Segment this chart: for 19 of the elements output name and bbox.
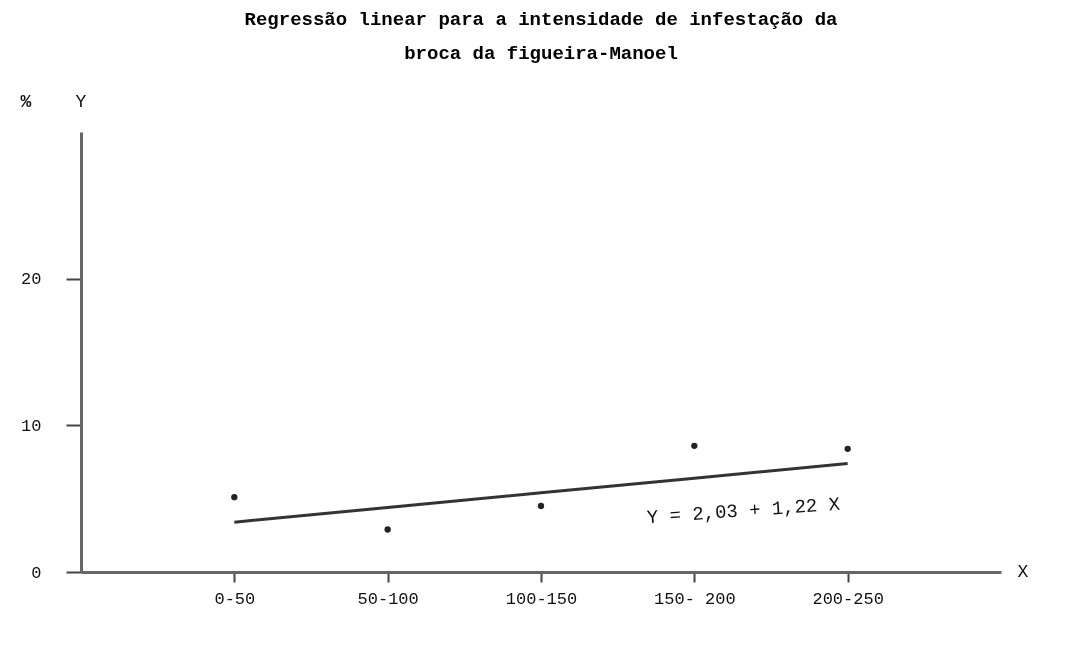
point bbox=[691, 442, 698, 450]
point bbox=[537, 502, 545, 510]
y-tick-label: 0 bbox=[31, 563, 42, 583]
x-axis-title: X bbox=[1017, 562, 1029, 582]
y-tick-label: 20 bbox=[21, 270, 42, 290]
y-axis-title: Y bbox=[75, 92, 87, 112]
x-tick-label: 50-100 bbox=[357, 589, 419, 609]
chart-title: Regressão linear para a intensidade de infestação da broca da figueira-Manoel bbox=[244, 9, 838, 65]
x-tick-label: 150- 200 bbox=[654, 589, 736, 609]
annotation: Y = 2,03 + 1,22 X bbox=[646, 493, 842, 530]
x-tick-label: 0-50 bbox=[214, 589, 256, 609]
text: % bbox=[20, 92, 32, 112]
line-series bbox=[232, 461, 850, 524]
point bbox=[844, 445, 851, 452]
point bbox=[231, 494, 238, 501]
x-tick-label: 100-150 bbox=[505, 589, 578, 609]
point bbox=[384, 526, 391, 533]
y-tick-label: 10 bbox=[21, 416, 42, 436]
x-tick-label: 200-250 bbox=[812, 589, 884, 609]
